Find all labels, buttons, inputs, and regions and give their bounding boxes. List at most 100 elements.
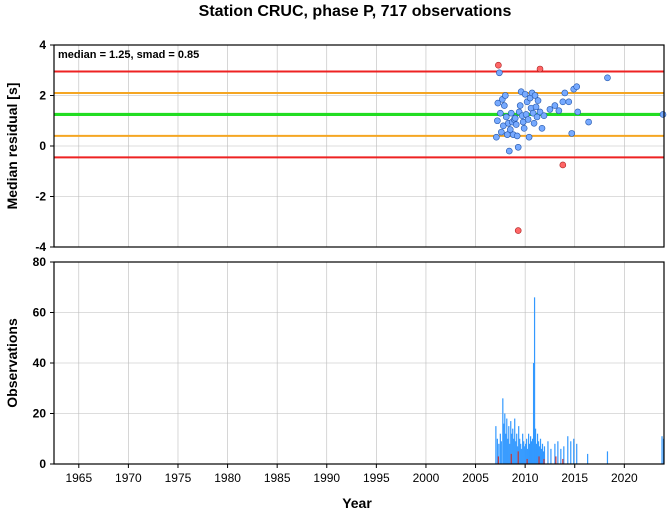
observation-bar	[523, 441, 525, 464]
residual-points	[493, 61, 667, 234]
residual-point	[585, 118, 592, 126]
observations-bars	[495, 297, 665, 464]
rejected-observation-bar	[562, 458, 564, 464]
observation-bar	[539, 438, 542, 464]
observation-bar	[550, 448, 552, 464]
observation-bar	[513, 438, 515, 464]
observation-bar	[520, 443, 522, 464]
x-tick-label: 1980	[214, 471, 241, 485]
observation-bar	[560, 448, 562, 464]
residual-point	[496, 69, 503, 77]
outlier-point	[559, 161, 567, 169]
rejected-observation-bar	[543, 458, 545, 464]
rejected-observation-bar	[517, 451, 519, 464]
observation-bar	[522, 433, 524, 464]
residual-point	[494, 99, 502, 107]
x-tick-label: 1970	[115, 471, 142, 485]
x-tick-label: 1975	[165, 471, 192, 485]
observation-bar	[563, 446, 565, 464]
residual-point	[561, 89, 569, 97]
observation-bar	[570, 441, 572, 464]
residual-grid	[54, 44, 664, 248]
observation-bar	[533, 297, 536, 464]
residual-point	[514, 143, 522, 151]
x-tick-label: 1990	[313, 471, 340, 485]
observation-bar	[528, 433, 530, 464]
observation-bar	[496, 438, 498, 464]
residual-point	[565, 98, 573, 106]
observation-bar	[530, 441, 533, 464]
x-tick-label: 1995	[363, 471, 390, 485]
observation-bar	[510, 421, 512, 464]
observation-bar	[542, 451, 545, 464]
observation-bar	[512, 428, 514, 464]
observation-bar	[587, 453, 589, 464]
observation-bar	[537, 441, 540, 464]
observation-bar	[532, 363, 535, 464]
y-tick-label: 4	[39, 38, 46, 52]
residual-point	[511, 114, 519, 122]
residual-point	[574, 108, 582, 116]
observation-bar	[516, 433, 518, 464]
observation-bar	[500, 441, 502, 464]
residual-point	[516, 102, 524, 109]
observation-bar	[518, 426, 520, 464]
observation-bar	[534, 428, 537, 464]
residual-point	[521, 90, 529, 98]
y-tick-label: 0	[39, 139, 46, 153]
residual-point	[538, 125, 546, 132]
residual-point	[555, 107, 563, 114]
x-tick-label: 1965	[65, 471, 92, 485]
residual-point	[536, 108, 544, 116]
residual-point	[494, 117, 501, 125]
rejected-observation-bar	[510, 453, 512, 464]
observation-bar	[519, 438, 521, 464]
observation-bar	[514, 418, 516, 464]
y-tick-label: 2	[39, 89, 46, 103]
observation-bar	[573, 438, 575, 464]
residual-point	[520, 125, 528, 132]
chart-title: Station CRUC, phase P, 717 observations	[199, 3, 512, 20]
observation-bar	[529, 436, 532, 464]
residual-point	[659, 111, 667, 118]
observation-bar	[507, 438, 509, 464]
observation-bar	[529, 443, 531, 464]
residual-point	[524, 116, 532, 123]
observations-y-axis-label: Observations	[4, 318, 20, 408]
observation-bar	[526, 438, 528, 464]
observation-bar	[525, 443, 527, 464]
observation-bar	[499, 433, 501, 464]
residual-point	[573, 83, 581, 90]
observation-bar	[495, 426, 497, 464]
residual-panel: median = 1.25, smad = 0.85 4 2 0 -2 -4 Media…	[4, 38, 667, 254]
residual-point	[505, 147, 513, 155]
residual-point	[529, 109, 537, 117]
y-tick-label: 80	[33, 255, 47, 269]
x-tick-label: 1985	[264, 471, 291, 485]
y-tick-label: 40	[33, 356, 47, 370]
year-x-axis-label: Year	[342, 495, 372, 511]
observation-bar	[567, 436, 569, 464]
residual-point	[530, 119, 538, 127]
observation-bar	[540, 448, 543, 464]
x-tick-label: 2015	[561, 471, 588, 485]
residual-point	[559, 98, 567, 106]
observation-bar	[661, 436, 663, 464]
observation-bar	[504, 413, 506, 464]
residual-point	[493, 133, 500, 141]
y-tick-label: -2	[35, 190, 46, 204]
rejected-observation-bar	[497, 456, 499, 464]
residual-point	[604, 74, 611, 82]
residual-point	[546, 106, 554, 113]
observation-bar	[505, 433, 507, 464]
x-tick-label: 2010	[512, 471, 539, 485]
observations-panel: 0 20 40 60 80 1965 1970 1975 1980 1985 1990 1995 20…	[4, 255, 665, 511]
observation-bar	[503, 423, 505, 464]
residual-point	[534, 97, 542, 104]
observation-bar	[502, 398, 504, 464]
y-tick-label: -4	[35, 240, 46, 254]
x-tick-label: 2000	[413, 471, 440, 485]
observation-bar	[498, 443, 500, 464]
observation-bar	[506, 418, 508, 464]
